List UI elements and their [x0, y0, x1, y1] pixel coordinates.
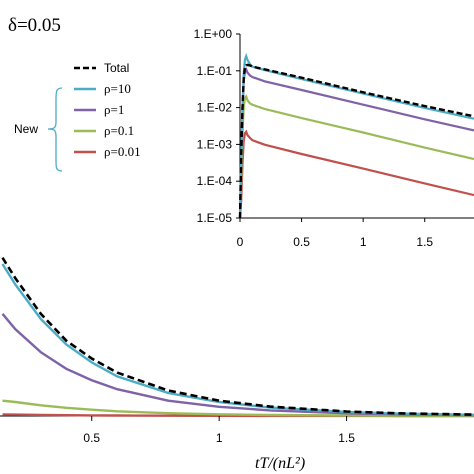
- legend-label-rho-1: ρ=1: [104, 102, 124, 117]
- legend-group-label: New: [14, 122, 38, 136]
- delta-label: δ=0.05: [8, 15, 61, 36]
- inset-x-tick-label: 1.5: [416, 235, 433, 249]
- legend-label-total: Total: [104, 61, 129, 75]
- inset-background: [224, 24, 474, 258]
- main-x-tick-label: 1: [216, 431, 223, 445]
- legend-label-rho-0-1: ρ=0.1: [104, 123, 134, 138]
- inset-plot: 1.E+00 1.E-01 1.E-02 1.E-03 1.E-04 1.E-05 0 0.5…: [194, 24, 474, 258]
- main-x-ticks: 0.5 1 1.5: [83, 416, 355, 445]
- inset-y-tick-label: 1.E-04: [197, 174, 233, 188]
- x-axis-label: tT/(nL²): [255, 455, 305, 472]
- legend-label-rho-10: ρ=10: [104, 81, 131, 96]
- inset-y-tick-label: 1.E-05: [197, 211, 233, 225]
- main-series-lines: [1, 257, 474, 418]
- main-line-rho-1: [1, 313, 474, 417]
- main-line-rho-10: [1, 263, 474, 416]
- legend: New Total ρ=10 ρ=1 ρ=0.1 ρ=0.01: [14, 61, 141, 172]
- inset-series-lines: [238, 52, 474, 219]
- inset-x-tick-label: 0: [237, 235, 244, 249]
- inset-ticks: 1.E+00 1.E-01 1.E-02 1.E-03 1.E-04 1.E-05 0 0.5…: [194, 27, 434, 249]
- inset-y-tick-label: 1.E-02: [197, 101, 233, 115]
- main-plot: 0.5 1 1.5: [0, 257, 474, 445]
- inset-y-tick-label: 1.E-01: [197, 64, 233, 78]
- legend-label-rho-0-01: ρ=0.01: [104, 144, 141, 159]
- inset-x-tick-label: 1: [360, 235, 367, 249]
- inset-line-rho-10: [238, 52, 474, 219]
- inset-x-tick-label: 0.5: [293, 235, 310, 249]
- main-line-rho-0-1: [2, 399, 474, 417]
- inset-line-total: [238, 63, 474, 219]
- main-line-total: [1, 257, 474, 416]
- main-x-tick-label: 1.5: [338, 431, 355, 445]
- inset-y-tick-label: 1.E-03: [197, 137, 233, 151]
- legend-group-brace: [47, 87, 63, 172]
- legend-items: Total ρ=10 ρ=1 ρ=0.1 ρ=0.01: [74, 61, 141, 159]
- main-x-tick-label: 0.5: [83, 431, 100, 445]
- inset-y-tick-label: 1.E+00: [194, 27, 233, 41]
